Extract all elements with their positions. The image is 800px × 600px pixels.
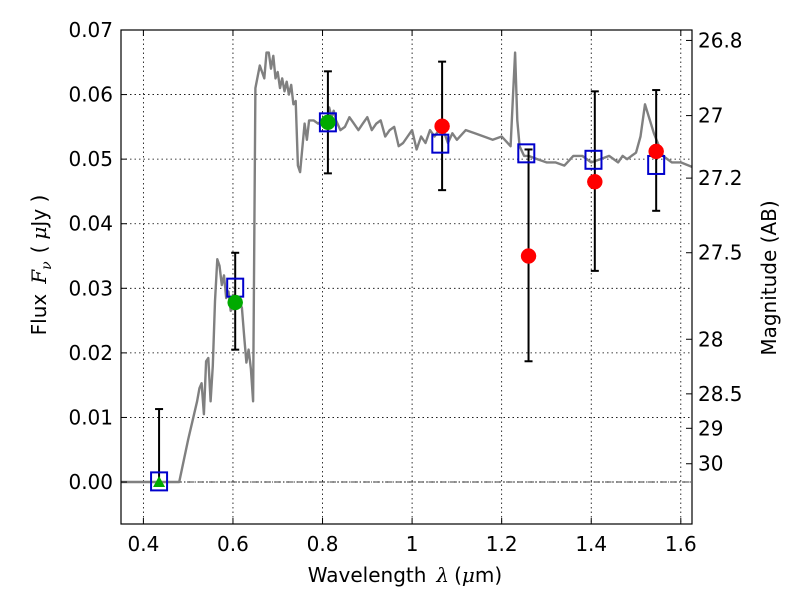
grid-layer [121,29,692,524]
plot-frame [120,29,693,525]
y-tick-label: 0.04 [68,212,113,236]
y-axis-unit-open: ( [27,246,51,254]
x-axis-unit-rest: m) [475,563,502,587]
magnitude-axis-title: Magnitude (AB) [757,200,781,355]
x-axis-symbol: λ [435,563,449,587]
magnitude-tick-label: 26.8 [698,28,743,52]
y-axis-unit-mu: μ [27,227,51,240]
ticks-layer: 0.4 0.6 0.8 1 1.2 1.4 1.6 0.00 0.01 0.02 0.03 0.04 0… [68,18,742,556]
x-tick-label: 1.4 [575,532,607,556]
magnitude-tick-label: 28.5 [698,382,743,406]
x-tick-label: 1.6 [665,532,697,556]
observed-flux-point [648,143,664,160]
y-tick-label: 0.02 [68,341,113,365]
marks-layer [150,60,666,492]
x-tick-label: 0.8 [307,532,339,556]
model-photometry-square [431,133,450,154]
magnitude-tick-label: 27.2 [698,166,743,190]
observed-flux-point [587,174,603,190]
magnitude-tick-label: 28 [698,327,723,351]
observed-flux-point [227,294,243,311]
y-axis-unit-rest: Jy ) [27,195,51,229]
magnitude-tick-label: 27 [698,104,723,128]
x-tick-label: 1 [406,532,419,556]
model-photometry-square [318,112,337,133]
y-tick-label: 0.03 [68,276,113,300]
y-tick-label: 0.05 [68,147,113,171]
y-axis-label: Flux [27,294,51,336]
x-axis-title: Wavelength λ (μm) [308,563,502,587]
magnitude-tick-label: 29 [698,416,723,440]
x-tick-label: 0.6 [217,532,249,556]
y-tick-label: 0.07 [68,18,113,42]
model-photometry-square [150,471,169,492]
y-tick-label: 0.00 [68,470,113,494]
y-axis-title: Flux Fν ( μJy ) [27,195,55,336]
observed-flux-point [320,114,336,131]
x-axis-unit-open: ( [454,563,462,587]
x-axis-unit-mu: μ [462,563,475,587]
observed-flux-point [520,248,537,264]
model-photometry-square [584,149,603,170]
model-photometry-square [517,143,536,164]
magnitude-tick-label: 30 [698,452,723,476]
x-tick-label: 1.2 [486,532,518,556]
y-tick-label: 0.01 [68,405,113,429]
magnitude-tick-label: 27.5 [698,241,743,265]
y-axis-subscript: ν [39,261,55,270]
x-tick-label: 0.4 [127,532,159,556]
y-tick-label: 0.06 [68,83,113,107]
upper-limit-triangle [153,476,166,488]
observed-flux-point [434,118,450,134]
y-axis-symbol: F [27,269,51,285]
x-axis-label: Wavelength [308,563,427,587]
